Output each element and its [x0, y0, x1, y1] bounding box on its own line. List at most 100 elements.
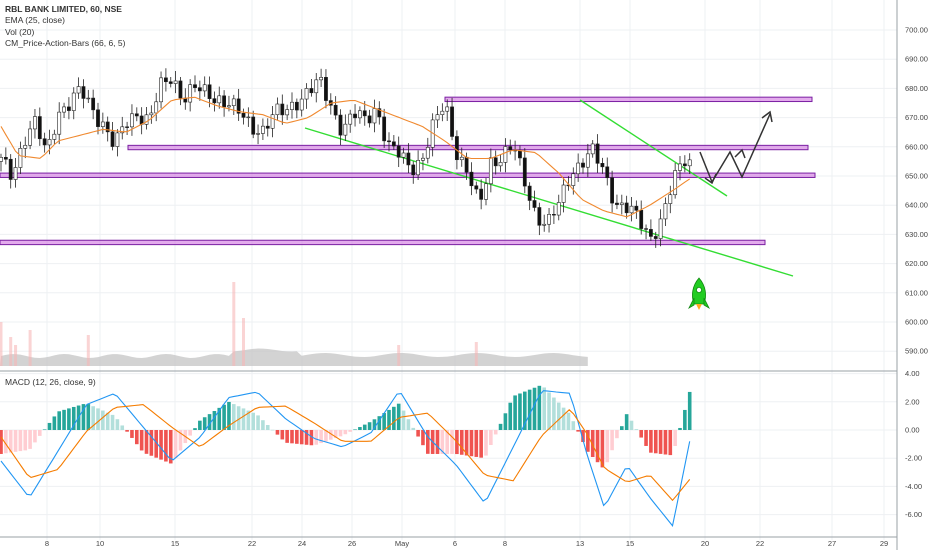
candle	[367, 109, 372, 128]
macd-bar	[348, 430, 352, 432]
candle-body	[532, 200, 537, 208]
candle	[159, 71, 163, 109]
candle-body	[498, 162, 503, 167]
candle-body	[537, 207, 542, 226]
macd-bar	[91, 406, 95, 430]
candle-body	[134, 113, 139, 117]
macd-bar	[164, 430, 168, 462]
macd-bar	[188, 430, 192, 436]
candle	[96, 102, 100, 135]
candle	[130, 104, 134, 136]
candle	[682, 155, 687, 173]
projection-layer	[699, 110, 773, 185]
macd-axis: -6.00 -4.00 -2.00 0.00 2.00 4.00	[905, 369, 922, 519]
candle	[619, 194, 624, 215]
candle-body	[294, 101, 299, 111]
candle-body	[270, 114, 275, 129]
price-axis: 590.00 600.00 610.00 620.00 630.00 640.00 650.…	[905, 26, 928, 356]
macd-bar	[615, 430, 619, 439]
candle	[348, 109, 353, 133]
macd-bar	[110, 414, 115, 430]
macd-bar	[610, 430, 614, 451]
candle-body	[382, 116, 387, 142]
candle-body	[522, 157, 527, 187]
candle-body	[629, 205, 634, 214]
candle-body	[595, 143, 600, 164]
candle-body	[81, 86, 86, 99]
candle	[251, 110, 256, 139]
candle-body	[168, 81, 173, 84]
candle-body	[678, 163, 682, 171]
macd-bar	[416, 430, 420, 437]
price-tick-label: 690.00	[905, 55, 928, 64]
candle-body	[96, 109, 100, 127]
macd-bar	[561, 407, 566, 430]
macd-bar	[0, 430, 3, 454]
macd-tick-label: -2.00	[905, 454, 922, 463]
macd-bar	[445, 430, 449, 454]
candle-body	[610, 177, 615, 204]
candle-body	[217, 95, 222, 104]
candle	[488, 148, 493, 193]
macd-bar	[232, 404, 236, 430]
macd-bar	[236, 406, 241, 430]
macd-bar	[581, 430, 585, 443]
macd-bar	[251, 412, 255, 430]
macd-bar	[362, 424, 367, 430]
time-tick-label: 26	[348, 539, 356, 548]
macd-bar	[518, 393, 522, 430]
candle-body	[411, 164, 416, 176]
macd-bar	[396, 403, 401, 430]
candle	[658, 209, 663, 247]
candle-body	[173, 80, 178, 84]
candle	[265, 118, 270, 137]
time-tick-label: 20	[701, 539, 709, 548]
lower-trendline	[304, 127, 794, 277]
macd-tick-label: -4.00	[905, 482, 922, 491]
candle	[440, 103, 445, 122]
candle-body	[658, 218, 663, 239]
candle	[42, 132, 47, 153]
candle-body	[251, 116, 256, 135]
candle	[86, 89, 91, 103]
macd-line	[0, 390, 691, 527]
macd-bar	[411, 427, 416, 430]
candle-body	[309, 88, 314, 94]
macd-bar	[644, 430, 648, 446]
price-tick-label: 600.00	[905, 318, 928, 327]
volume-spike	[86, 335, 90, 366]
candle	[644, 224, 648, 240]
time-tick-label: May	[395, 539, 409, 548]
candle	[222, 90, 227, 117]
trendlines-layer	[304, 99, 794, 277]
candle	[435, 106, 440, 129]
macd-bar	[47, 422, 52, 430]
macd-bar	[484, 430, 488, 456]
macd-bar	[537, 385, 542, 430]
candle	[401, 147, 406, 164]
macd-bar	[81, 404, 86, 430]
candle-body	[590, 143, 595, 155]
macd-bar	[38, 430, 42, 436]
candle-body	[547, 214, 551, 225]
candle	[542, 214, 547, 232]
resistance-zone	[0, 172, 816, 178]
rocket-flame	[696, 304, 702, 310]
time-tick-label: 13	[576, 539, 584, 548]
macd-bar	[668, 430, 673, 456]
candle	[581, 158, 585, 174]
candle-body	[319, 77, 324, 81]
candle	[547, 207, 551, 233]
candle-body	[86, 97, 91, 100]
candle-body	[256, 133, 260, 135]
rocket-icon	[688, 277, 710, 310]
candle-body	[275, 103, 280, 116]
zones-layer	[0, 96, 816, 246]
macd-bar	[658, 430, 663, 454]
candle	[556, 194, 561, 221]
candle	[37, 107, 42, 146]
macd-bar	[256, 415, 260, 430]
candle-body	[188, 84, 193, 103]
volume-layer	[0, 282, 588, 366]
